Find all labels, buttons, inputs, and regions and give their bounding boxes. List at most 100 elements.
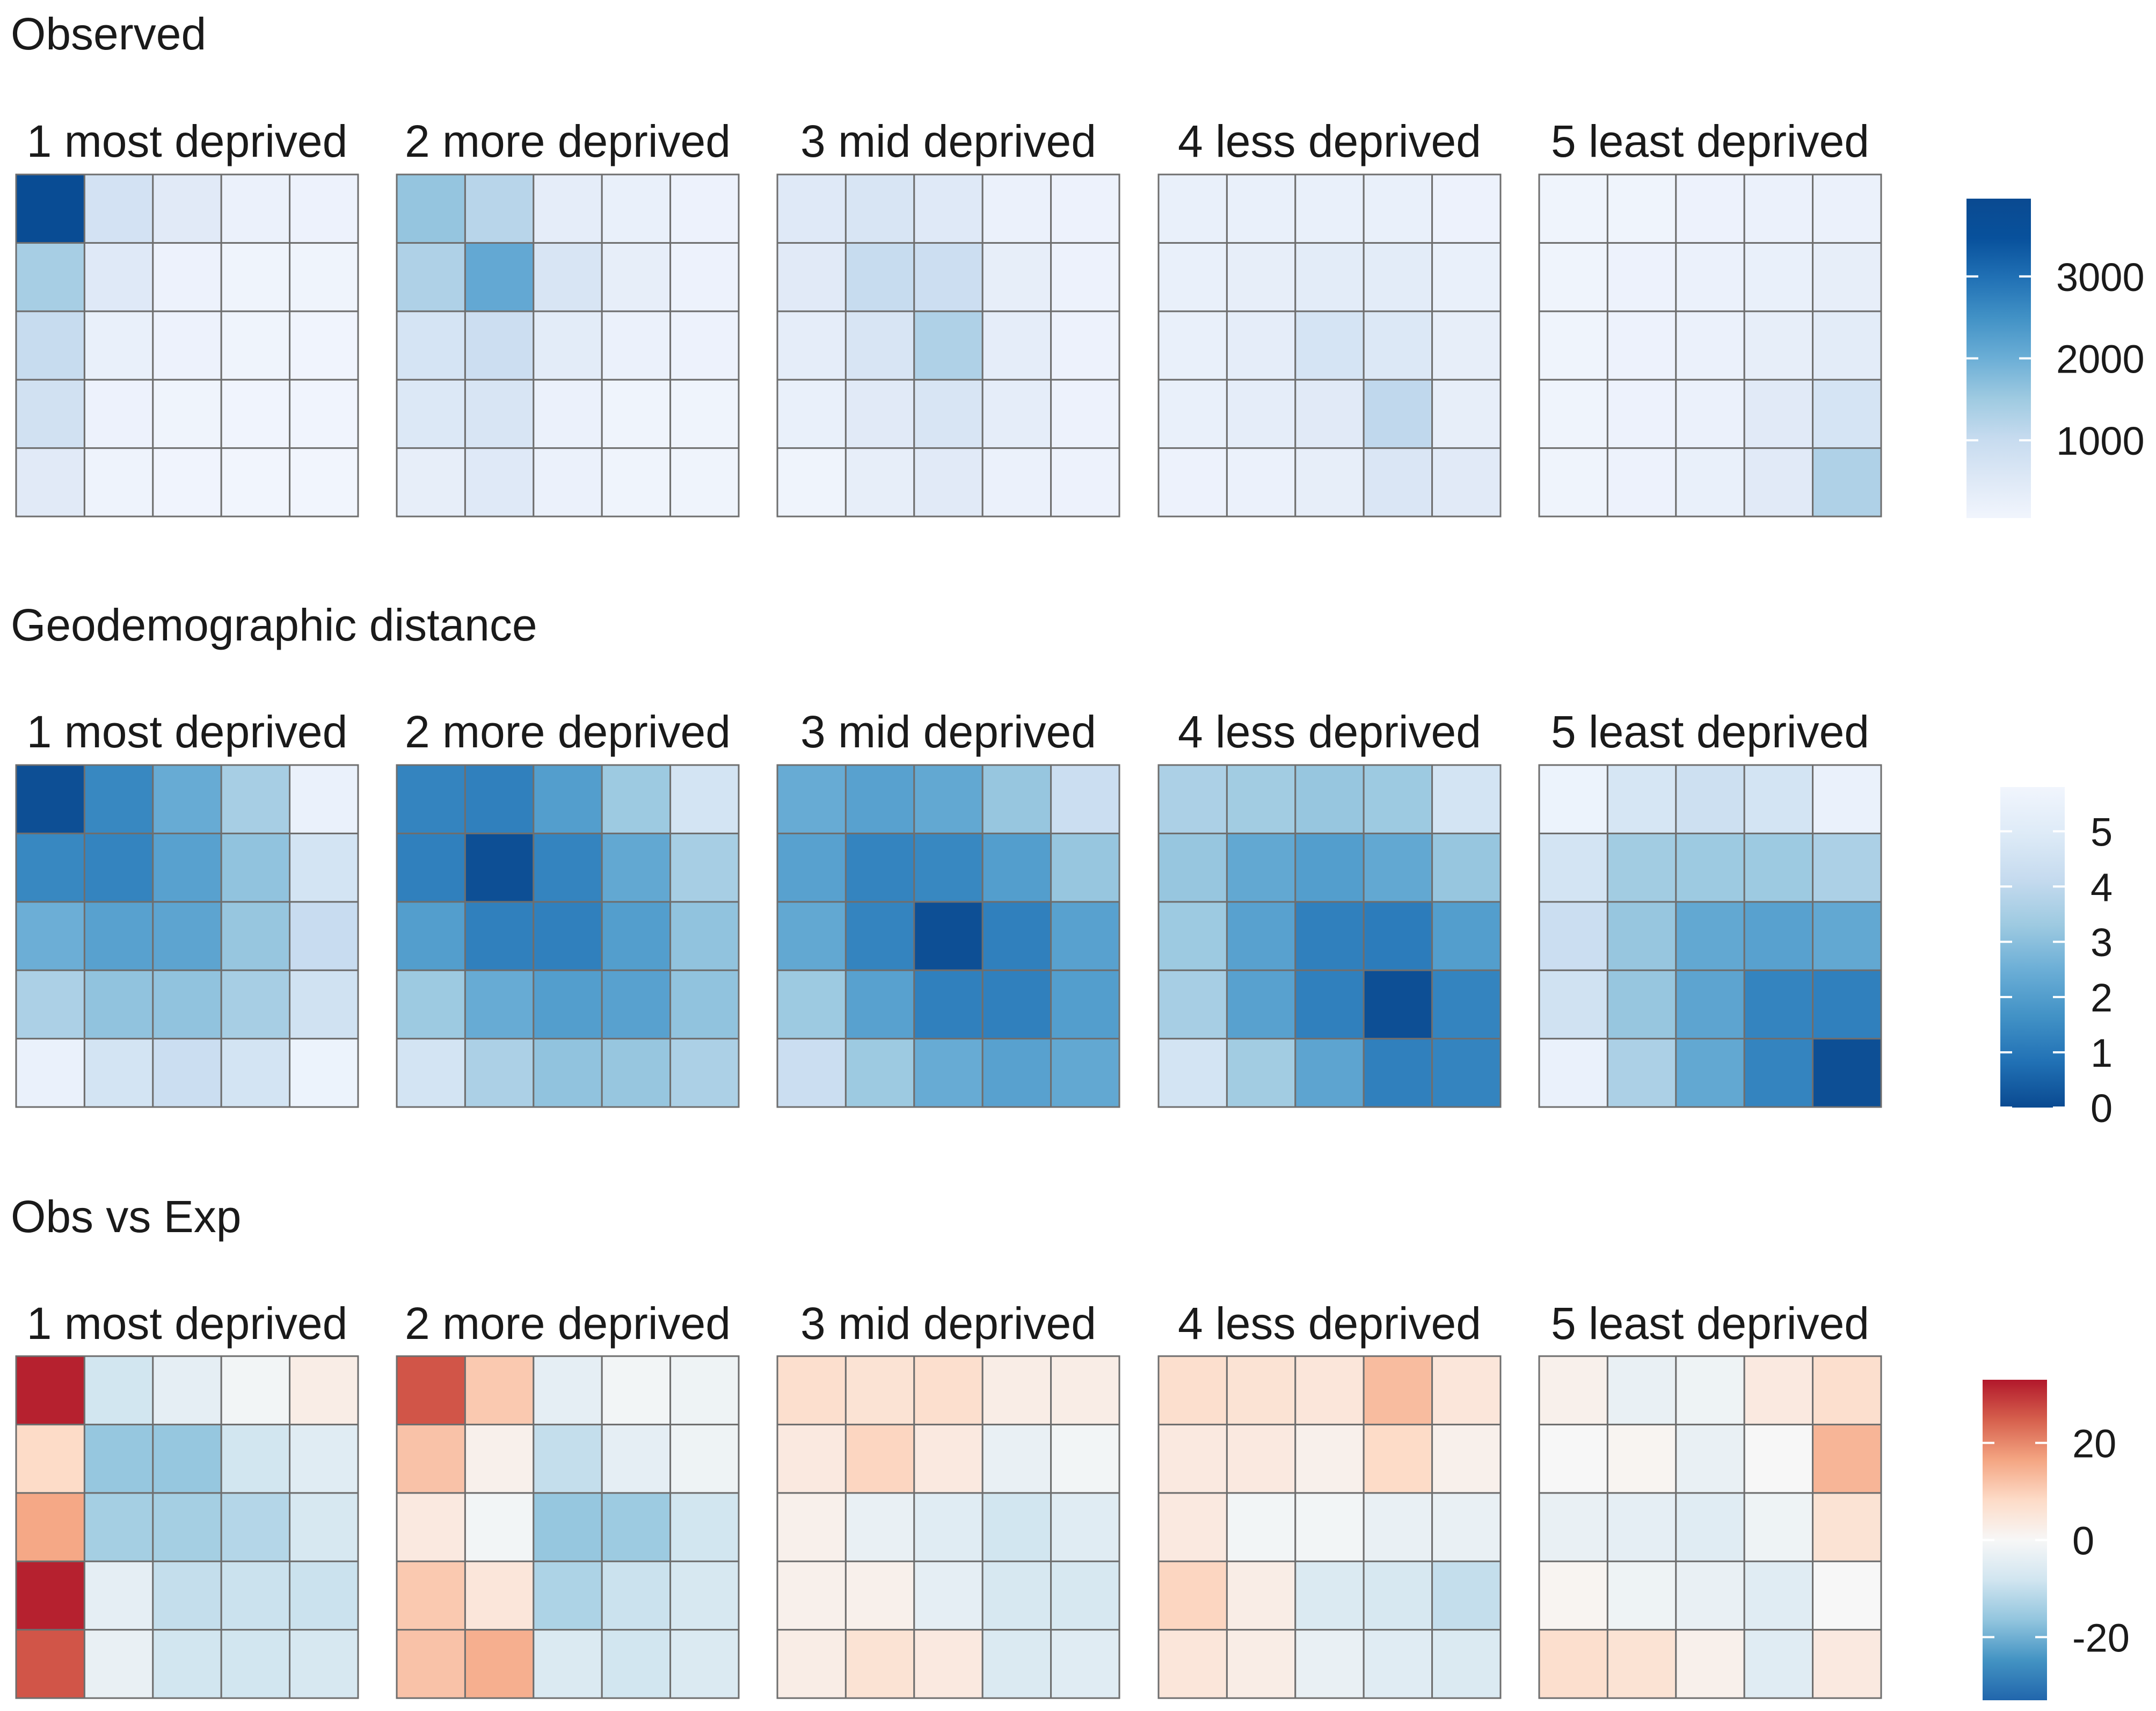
heatmap-cell xyxy=(601,1038,672,1108)
heatmap-cell xyxy=(1363,242,1433,312)
heatmap-cell xyxy=(289,310,359,381)
heatmap-cell xyxy=(1606,1492,1677,1562)
heatmap-cell xyxy=(15,173,85,244)
heatmap-cell xyxy=(1226,447,1296,518)
heatmap-cell xyxy=(1675,1423,1745,1494)
panel-border xyxy=(1157,1355,1502,1699)
heatmap-cell xyxy=(15,1560,85,1631)
heatmap-cell xyxy=(83,447,154,518)
heatmap-cell xyxy=(152,1423,222,1494)
heatmap-cell xyxy=(1050,901,1120,971)
facet-label: 1 most deprived xyxy=(27,707,348,757)
heatmap-cell xyxy=(289,969,359,1040)
heatmap-cell xyxy=(1050,1492,1120,1562)
heatmap-cell xyxy=(1538,1629,1608,1699)
heatmap-cell xyxy=(396,832,466,903)
heatmap-cell xyxy=(601,1629,672,1699)
heatmap-cell xyxy=(1050,1038,1120,1108)
heatmap-cell xyxy=(844,1492,915,1562)
heatmap-cell xyxy=(396,310,466,381)
heatmap-cell xyxy=(15,447,85,518)
heatmap-cell xyxy=(1294,969,1365,1040)
heatmap-cell xyxy=(669,1629,740,1699)
heatmap-cell xyxy=(913,447,984,518)
heatmap-cell xyxy=(152,1492,222,1562)
heatmap-cell xyxy=(396,1629,466,1699)
heatmap-cell xyxy=(776,969,847,1040)
heatmap-cell xyxy=(1294,1355,1365,1425)
facet-label: 5 least deprived xyxy=(1551,116,1869,166)
heatmap-cell xyxy=(601,173,672,244)
heatmap-cell xyxy=(220,1629,291,1699)
heatmap-cell xyxy=(1538,242,1608,312)
panel-border xyxy=(396,764,740,1108)
heatmap-cell xyxy=(1812,242,1882,312)
heatmap-cell xyxy=(1538,1038,1608,1108)
heatmap-cell xyxy=(464,173,535,244)
heatmap-cell xyxy=(1675,310,1745,381)
heatmap-cell xyxy=(669,1355,740,1425)
heatmap-cell xyxy=(1606,310,1677,381)
heatmap-cell xyxy=(1294,901,1365,971)
facet-panel xyxy=(1157,173,1502,518)
heatmap-cell xyxy=(1226,1355,1296,1425)
heatmap-cell xyxy=(1538,969,1608,1040)
heatmap-cell xyxy=(1675,173,1745,244)
heatmap-cell xyxy=(981,378,1052,449)
heatmap-cell xyxy=(289,242,359,312)
heatmap-cell xyxy=(1743,901,1814,971)
heatmap-cell xyxy=(1157,378,1228,449)
facet-label: 4 less deprived xyxy=(1178,1298,1481,1349)
heatmap-cell xyxy=(1606,1423,1677,1494)
heatmap-cell xyxy=(1226,1423,1296,1494)
heatmap-cell xyxy=(1812,378,1882,449)
heatmap-cell xyxy=(776,1492,847,1562)
heatmap-cell xyxy=(1157,1492,1228,1562)
row-title: Geodemographic distance xyxy=(11,600,537,650)
heatmap-cell xyxy=(15,1629,85,1699)
heatmap-cell xyxy=(220,1355,291,1425)
heatmap-cell xyxy=(15,1355,85,1425)
heatmap-cell xyxy=(1050,832,1120,903)
heatmap-cell xyxy=(776,1629,847,1699)
heatmap-cell xyxy=(1431,173,1502,244)
heatmap-cell xyxy=(1363,447,1433,518)
heatmap-cell xyxy=(1431,1038,1502,1108)
heatmap-cell xyxy=(981,173,1052,244)
heatmap-cell xyxy=(669,1492,740,1562)
heatmap-cell xyxy=(1294,832,1365,903)
heatmap-cell xyxy=(844,832,915,903)
heatmap-cell xyxy=(776,832,847,903)
heatmap-cell xyxy=(464,242,535,312)
panel-border xyxy=(15,173,359,518)
heatmap-cell xyxy=(1675,1038,1745,1108)
heatmap-cell xyxy=(1538,378,1608,449)
heatmap-cell xyxy=(776,242,847,312)
heatmap-cell xyxy=(669,1423,740,1494)
heatmap-cell xyxy=(1606,1355,1677,1425)
heatmap-cell xyxy=(1606,901,1677,971)
heatmap-cell xyxy=(844,447,915,518)
heatmap-cell xyxy=(1226,173,1296,244)
heatmap-cell xyxy=(1363,969,1433,1040)
heatmap-cell xyxy=(152,242,222,312)
heatmap-cell xyxy=(844,764,915,834)
heatmap-cell xyxy=(1675,378,1745,449)
heatmap-cell xyxy=(1538,310,1608,381)
color-legend: -20 0 20 xyxy=(1983,1380,2130,1700)
heatmap-cell xyxy=(152,832,222,903)
heatmap-cell xyxy=(15,764,85,834)
panel-border xyxy=(396,1355,740,1699)
heatmap-cell xyxy=(464,1038,535,1108)
heatmap-row-3: Obs vs Exp 1 most deprived 2 more deprived… xyxy=(11,1191,2130,1700)
heatmap-cell xyxy=(1743,1423,1814,1494)
heatmap-cell xyxy=(533,1560,603,1631)
heatmap-cell xyxy=(533,310,603,381)
facet-panel xyxy=(1538,1355,1882,1699)
heatmap-cell xyxy=(1743,832,1814,903)
heatmap-cell xyxy=(1606,242,1677,312)
heatmap-cell xyxy=(844,242,915,312)
heatmap-cell xyxy=(1226,1560,1296,1631)
heatmap-cell xyxy=(1431,1629,1502,1699)
